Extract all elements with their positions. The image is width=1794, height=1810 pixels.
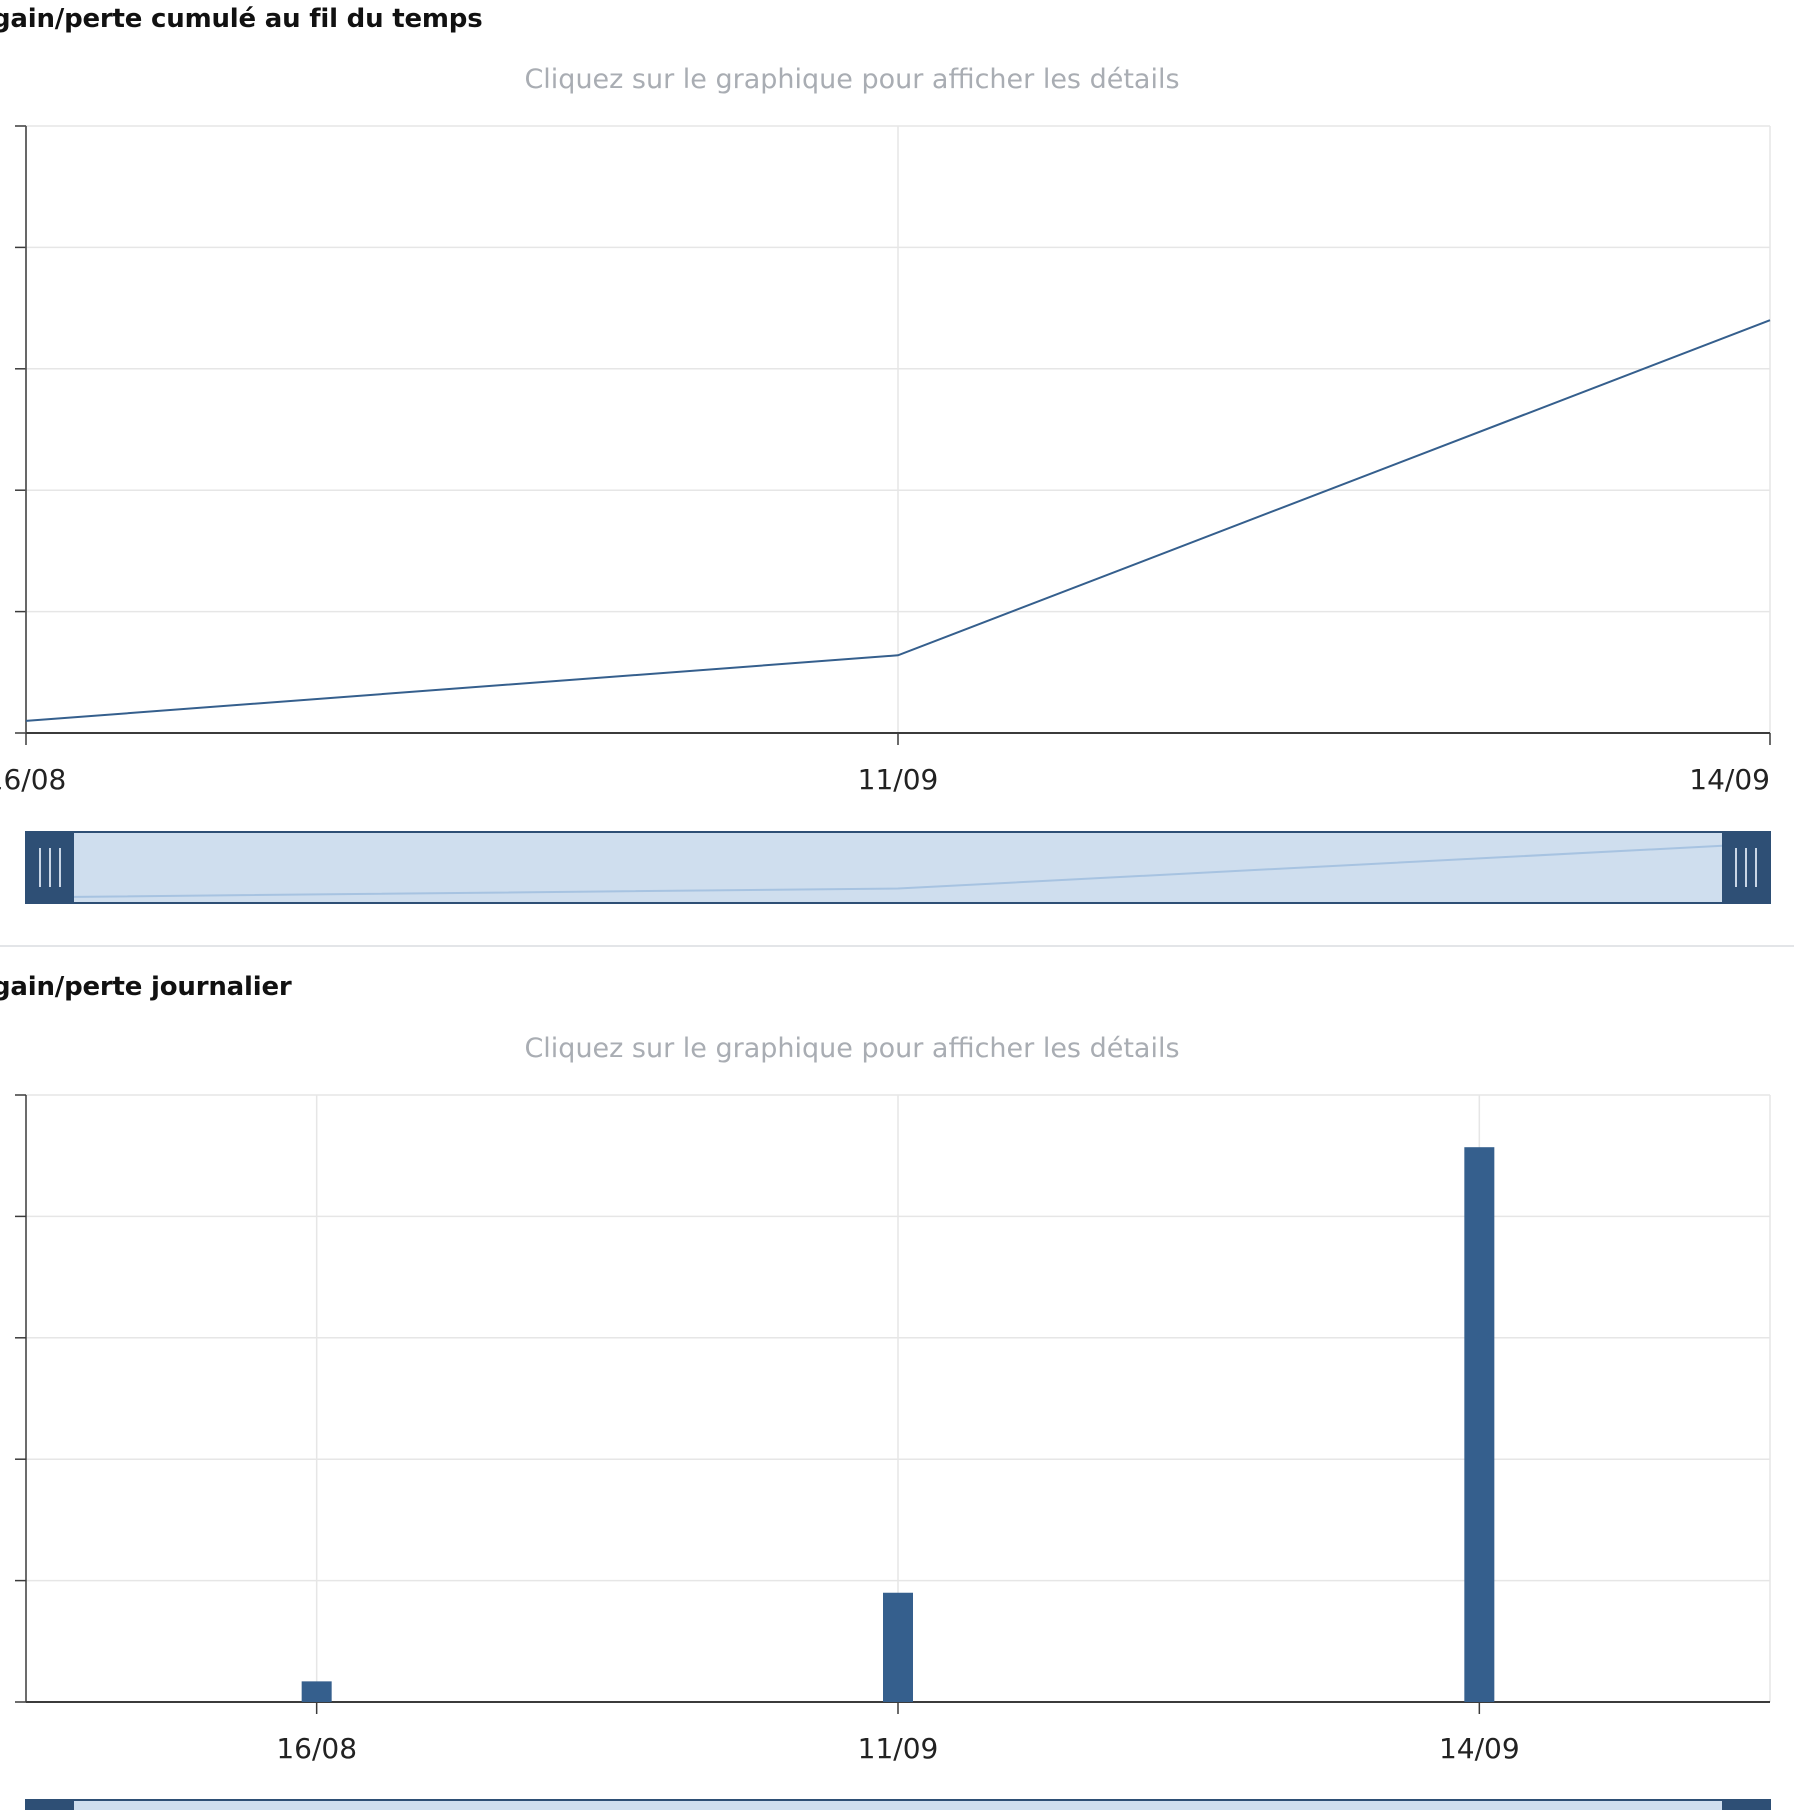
navigator-range bbox=[25, 1799, 1771, 1810]
cumulative-line-chart[interactable]: 16/08 11/09 14/09 bbox=[0, 0, 1794, 920]
x-tick-label: 16/08 bbox=[276, 1732, 357, 1765]
series-line bbox=[25, 319, 1771, 722]
x-tick-label: 14/09 bbox=[1439, 1732, 1520, 1765]
x-tick-label: 11/09 bbox=[858, 1732, 939, 1765]
cumulative-chart-subtitle: Cliquez sur le graphique pour afficher l… bbox=[524, 64, 1180, 95]
x-tick-label: 11/09 bbox=[858, 763, 939, 796]
navigator-right-handle bbox=[1722, 1800, 1770, 1810]
daily-chart-subtitle: Cliquez sur le graphique pour afficher l… bbox=[524, 1033, 1180, 1064]
daily-bar-chart[interactable]: 16/08 11/09 14/09 bbox=[0, 960, 1794, 1810]
x-tick-label: 14/09 bbox=[1689, 763, 1770, 796]
bar[interactable] bbox=[883, 1592, 913, 1702]
bar[interactable] bbox=[301, 1681, 332, 1702]
navigator-series-line bbox=[25, 842, 1771, 899]
navigator-left-handle bbox=[26, 1800, 74, 1810]
bar[interactable] bbox=[1464, 1147, 1495, 1702]
cumulative-chart-title: gain/perte cumulé au fil du temps bbox=[0, 4, 483, 34]
navigator-range bbox=[25, 831, 1771, 904]
x-tick-label: 16/08 bbox=[0, 763, 66, 796]
daily-chart-title: gain/perte journalier bbox=[0, 972, 292, 1002]
panel-divider bbox=[0, 945, 1794, 947]
